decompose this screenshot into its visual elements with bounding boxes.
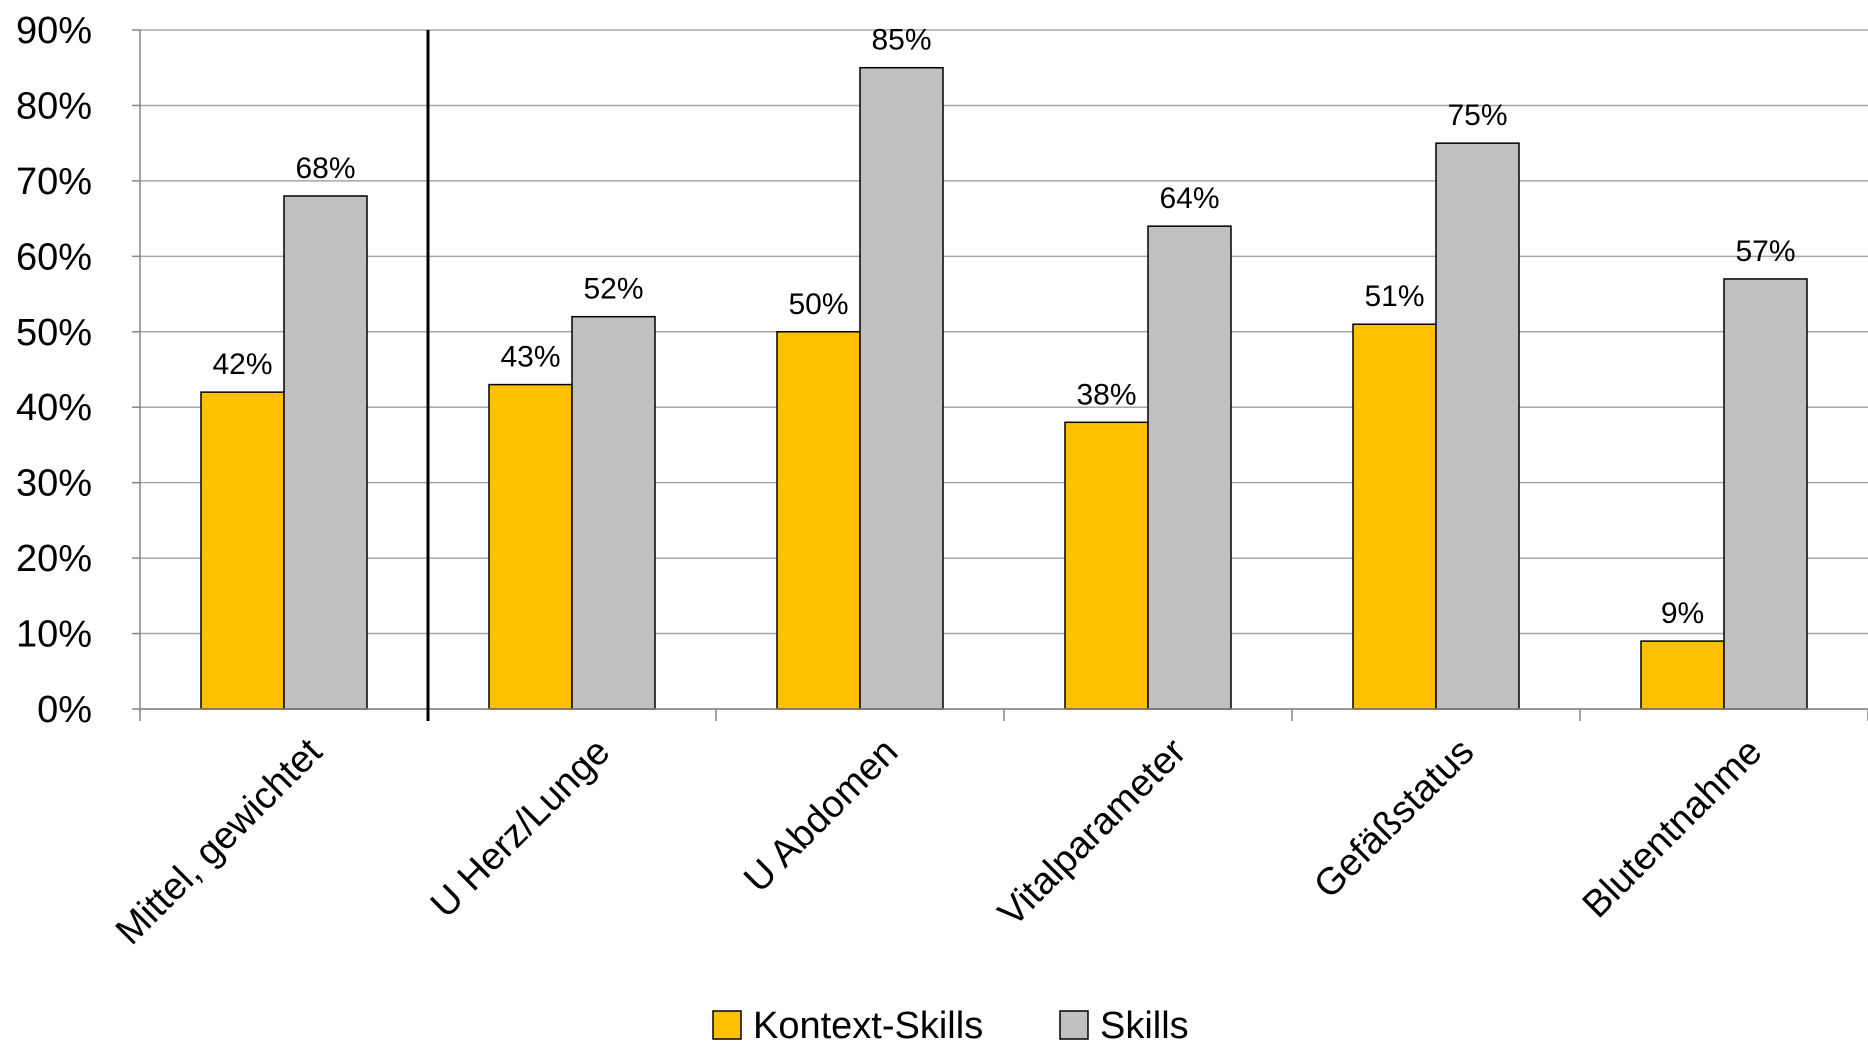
data-label: 85% xyxy=(871,24,931,57)
bar-kontext-skills xyxy=(1352,323,1437,710)
y-tick-label: 50% xyxy=(16,312,92,354)
bar-kontext-skills xyxy=(1640,640,1725,710)
y-tick-label: 90% xyxy=(16,10,92,52)
x-tick-label: Gefäßstatus xyxy=(1306,731,1482,907)
legend-swatch-kontext-skills xyxy=(712,1010,742,1040)
bar-skills xyxy=(1723,278,1808,710)
bar-kontext-skills xyxy=(1064,421,1149,710)
bar-skills xyxy=(1147,225,1232,710)
y-tick-label: 40% xyxy=(16,387,92,429)
legend: Kontext-Skills Skills xyxy=(712,1005,1189,1047)
legend-swatch-skills xyxy=(1059,1010,1089,1040)
y-tick-label: 10% xyxy=(16,614,92,656)
bar-skills xyxy=(859,66,944,710)
data-labels: 42% 68% 43% 52% 50% 85% 38% 64% 51% 75% 9% 57% xyxy=(212,24,1795,630)
y-tick-label: 80% xyxy=(16,85,92,127)
y-tick-label: 30% xyxy=(16,463,92,505)
data-label: 64% xyxy=(1159,182,1219,215)
bar-kontext-skills xyxy=(776,331,861,710)
bar-skills xyxy=(571,315,656,710)
bar-skills xyxy=(283,195,368,710)
x-tick-label: Vitalparameter xyxy=(990,730,1194,934)
x-tick-label: Blutentnahme xyxy=(1575,731,1771,927)
data-label: 9% xyxy=(1661,597,1704,630)
y-tick-label: 60% xyxy=(16,236,92,278)
data-label: 52% xyxy=(583,273,643,306)
legend-label: Kontext-Skills xyxy=(753,1005,983,1047)
bar-kontext-skills xyxy=(488,383,573,710)
y-tick-label: 0% xyxy=(37,689,92,731)
x-tick-label: U Abdomen xyxy=(736,731,906,901)
x-tick-label: Mittel, gewichtet xyxy=(108,730,331,953)
bars xyxy=(200,66,1808,710)
legend-label: Skills xyxy=(1100,1005,1189,1047)
data-label: 57% xyxy=(1735,235,1795,268)
y-axis: 0% 10% 20% 30% 40% 50% 60% 70% 80% 90% xyxy=(16,10,141,731)
bar-kontext-skills xyxy=(200,391,285,710)
gridlines xyxy=(140,29,1868,710)
x-tick-label: U Herz/Lunge xyxy=(423,731,618,926)
data-label: 38% xyxy=(1076,378,1136,411)
y-tick-label: 70% xyxy=(16,161,92,203)
bar-skills xyxy=(1435,142,1520,710)
data-label: 68% xyxy=(295,152,355,185)
y-tick-label: 20% xyxy=(16,538,92,580)
data-label: 75% xyxy=(1447,99,1507,132)
data-label: 42% xyxy=(212,348,272,381)
data-label: 50% xyxy=(788,288,848,321)
data-label: 51% xyxy=(1364,280,1424,313)
data-label: 43% xyxy=(500,341,560,374)
x-axis: Mittel, gewichtet U Herz/Lunge U Abdomen Vi… xyxy=(108,30,1868,953)
